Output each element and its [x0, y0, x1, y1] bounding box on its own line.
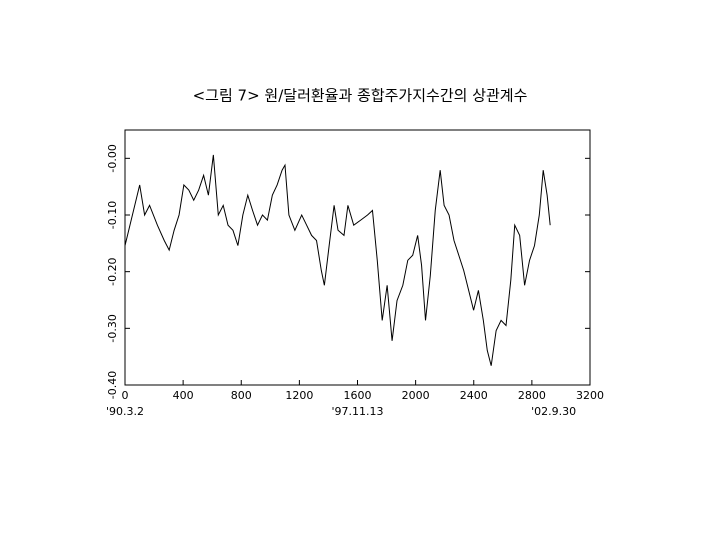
x-tick-label: 3200: [576, 389, 604, 402]
date-label: '02.9.30: [531, 405, 576, 418]
x-tick-label: 2000: [402, 389, 430, 402]
y-tick-label: -0.00: [106, 144, 119, 172]
x-tick-label: 2400: [460, 389, 488, 402]
x-tick-label: 2800: [518, 389, 546, 402]
x-tick-label: 0: [122, 389, 129, 402]
y-tick-label: -0.10: [106, 201, 119, 229]
date-label: '97.11.13: [331, 405, 383, 418]
y-tick-label: -0.40: [106, 371, 119, 399]
x-tick-label: 800: [231, 389, 252, 402]
y-tick-label: -0.30: [106, 314, 119, 342]
data-line: [124, 154, 551, 366]
y-tick-label: -0.20: [106, 257, 119, 285]
x-tick-label: 400: [173, 389, 194, 402]
chart-title: <그림 7> 원/달러환율과 종합주가지수간의 상관계수: [193, 87, 528, 105]
x-tick-label: 1200: [285, 389, 313, 402]
x-tick-label: 1600: [344, 389, 372, 402]
date-label: '90.3.2: [106, 405, 144, 418]
